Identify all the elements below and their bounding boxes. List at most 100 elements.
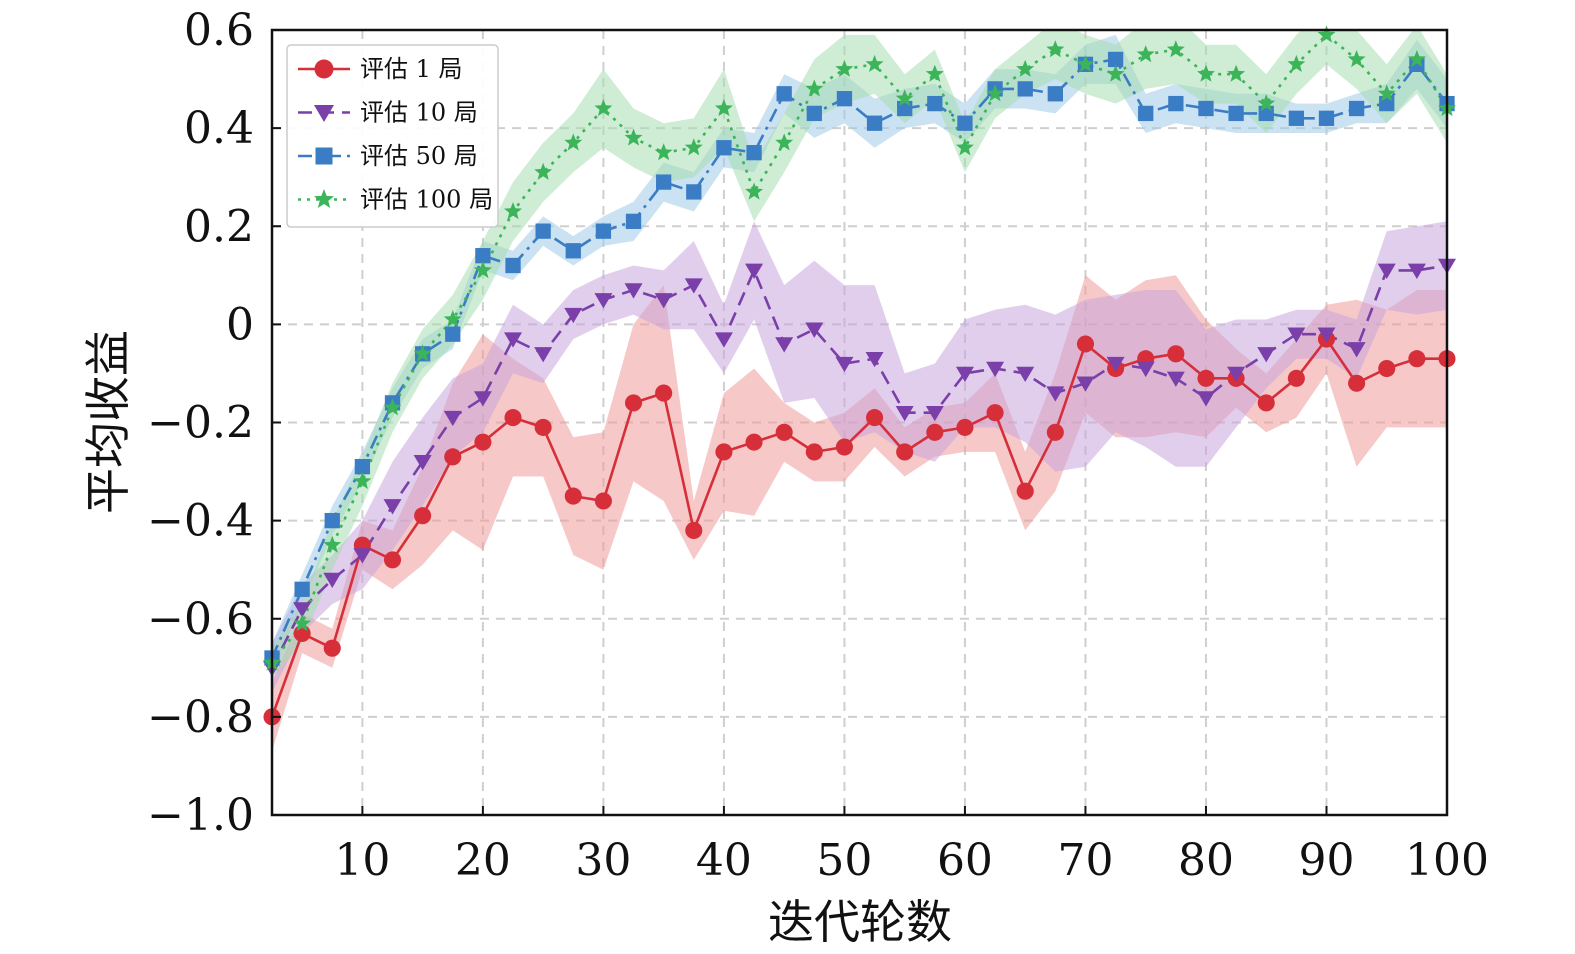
point-series-2	[413, 455, 432, 471]
line-series-3	[272, 58, 1447, 659]
point-series-3	[1198, 100, 1214, 117]
point-series-4	[805, 79, 824, 97]
point-series-3	[897, 100, 913, 117]
point-series-2	[353, 548, 372, 564]
point-series-4	[1317, 25, 1336, 43]
point-series-3	[866, 115, 883, 131]
point-series-3	[324, 512, 340, 529]
point-series-3	[686, 184, 702, 200]
point-series-4	[895, 89, 914, 107]
point-series-1	[624, 394, 643, 412]
point-series-4	[443, 310, 462, 328]
point-series-2	[323, 572, 342, 589]
point-series-4	[1076, 54, 1095, 72]
point-series-1	[1257, 394, 1275, 412]
point-series-1	[775, 423, 793, 441]
axis-ticks: 10 20 30 40 50 60 70 80 90 100 −1.0 −0.8 −0.6 −0.4 −0.…	[147, 5, 1489, 886]
point-series-3	[656, 174, 672, 190]
legend-marker-2	[314, 105, 334, 122]
point-series-2	[895, 405, 914, 422]
point-series-4	[1347, 50, 1366, 68]
point-series-1	[986, 404, 1004, 422]
point-series-4	[745, 182, 763, 200]
point-series-2	[473, 391, 492, 407]
point-series-3	[716, 140, 732, 156]
point-series-2	[654, 293, 673, 309]
point-series-1	[1046, 423, 1064, 441]
point-series-1	[1408, 350, 1426, 368]
point-series-2	[805, 322, 824, 338]
point-series-2	[865, 351, 884, 368]
point-series-3	[294, 581, 310, 597]
point-series-4	[293, 614, 312, 632]
series-lines	[272, 33, 1447, 718]
point-series-1	[1076, 335, 1095, 353]
point-series-4	[1377, 84, 1396, 102]
y-tick-label: −1.0	[147, 790, 254, 841]
point-series-3	[1288, 110, 1305, 126]
point-series-1	[534, 418, 552, 436]
y-tick-label: 0.2	[184, 201, 254, 252]
legend-marker-1	[314, 59, 334, 79]
point-series-2	[1076, 376, 1095, 392]
point-series-2	[1166, 371, 1185, 387]
point-series-1	[323, 639, 341, 657]
point-series-3	[957, 115, 973, 131]
point-series-1	[383, 551, 402, 569]
point-series-1	[926, 423, 944, 441]
point-series-4	[564, 133, 583, 151]
point-series-1	[685, 521, 703, 539]
x-tick-label: 90	[1298, 835, 1354, 886]
point-series-2	[564, 307, 583, 324]
point-series-2	[624, 283, 643, 299]
point-series-1	[866, 409, 884, 427]
legend-label-2: 评估 10 局	[360, 99, 478, 127]
point-series-3	[445, 326, 461, 342]
point-series-2	[986, 361, 1005, 378]
point-series-2	[504, 332, 523, 348]
y-tick-label: 0.6	[184, 5, 254, 56]
point-series-4	[1257, 94, 1276, 112]
x-tick-label: 70	[1057, 835, 1113, 886]
point-series-3	[1107, 51, 1124, 68]
point-series-2	[1257, 347, 1276, 363]
point-series-4	[1166, 40, 1185, 58]
point-series-3	[475, 248, 491, 264]
point-series-2	[1016, 366, 1035, 382]
point-series-3	[1318, 110, 1335, 126]
point-series-1	[745, 433, 763, 451]
point-series-2	[534, 347, 553, 363]
x-tick-label: 10	[334, 835, 390, 886]
point-series-4	[1106, 64, 1125, 82]
point-series-4	[473, 261, 492, 279]
series-markers	[263, 25, 1456, 726]
point-series-1	[655, 384, 673, 402]
point-series-2	[293, 602, 312, 618]
point-series-2	[835, 356, 854, 373]
line-series-2	[272, 264, 1447, 669]
point-series-3	[776, 86, 792, 102]
confidence-bands	[272, 30, 1447, 752]
point-series-4	[714, 99, 733, 117]
point-series-3	[1258, 105, 1274, 122]
point-series-3	[1379, 95, 1395, 112]
legend-box	[286, 44, 499, 228]
point-series-4	[594, 99, 613, 117]
point-series-1	[444, 448, 462, 466]
point-series-3	[1348, 100, 1365, 117]
point-series-2	[1196, 391, 1215, 407]
point-series-4	[925, 64, 944, 82]
point-series-2	[955, 366, 974, 382]
point-series-4	[1407, 50, 1426, 68]
point-series-4	[624, 128, 643, 146]
point-series-2	[1046, 386, 1065, 402]
point-series-4	[865, 54, 884, 72]
point-series-1	[1348, 374, 1366, 392]
x-tick-label: 80	[1178, 835, 1234, 886]
point-series-4	[775, 133, 794, 151]
line-series-1	[272, 337, 1447, 718]
point-series-1	[594, 492, 612, 510]
point-series-4	[1046, 40, 1065, 58]
point-series-4	[1197, 64, 1215, 82]
